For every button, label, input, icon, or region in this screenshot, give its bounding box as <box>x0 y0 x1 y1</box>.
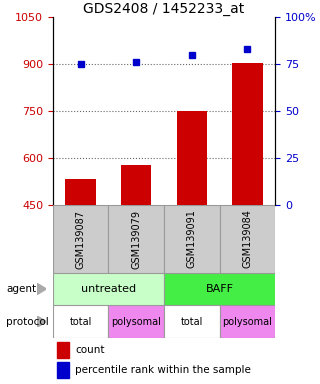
Bar <box>57 362 69 378</box>
Bar <box>164 305 220 338</box>
Bar <box>121 165 151 205</box>
Text: agent: agent <box>6 284 36 294</box>
Bar <box>57 343 69 358</box>
Bar <box>53 205 108 273</box>
Text: count: count <box>75 345 105 355</box>
Text: GSM139084: GSM139084 <box>243 210 252 268</box>
Bar <box>108 305 164 338</box>
Text: untreated: untreated <box>81 284 136 294</box>
Text: percentile rank within the sample: percentile rank within the sample <box>75 365 251 375</box>
Text: GSM139079: GSM139079 <box>131 210 141 268</box>
Text: polysomal: polysomal <box>111 316 161 327</box>
Text: BAFF: BAFF <box>206 284 234 294</box>
Text: GSM139091: GSM139091 <box>187 210 197 268</box>
Title: GDS2408 / 1452233_at: GDS2408 / 1452233_at <box>84 2 244 16</box>
Text: total: total <box>69 316 92 327</box>
Bar <box>65 179 96 205</box>
Bar <box>108 205 164 273</box>
Bar <box>53 273 164 305</box>
Polygon shape <box>37 316 46 327</box>
Text: polysomal: polysomal <box>222 316 272 327</box>
Bar <box>164 205 220 273</box>
Polygon shape <box>37 283 46 295</box>
Bar <box>232 63 263 205</box>
Text: total: total <box>180 316 203 327</box>
Bar <box>164 273 275 305</box>
Bar <box>177 111 207 205</box>
Bar <box>220 205 275 273</box>
Bar <box>220 305 275 338</box>
Text: protocol: protocol <box>6 316 49 327</box>
Text: GSM139087: GSM139087 <box>76 210 86 268</box>
Bar <box>53 305 108 338</box>
